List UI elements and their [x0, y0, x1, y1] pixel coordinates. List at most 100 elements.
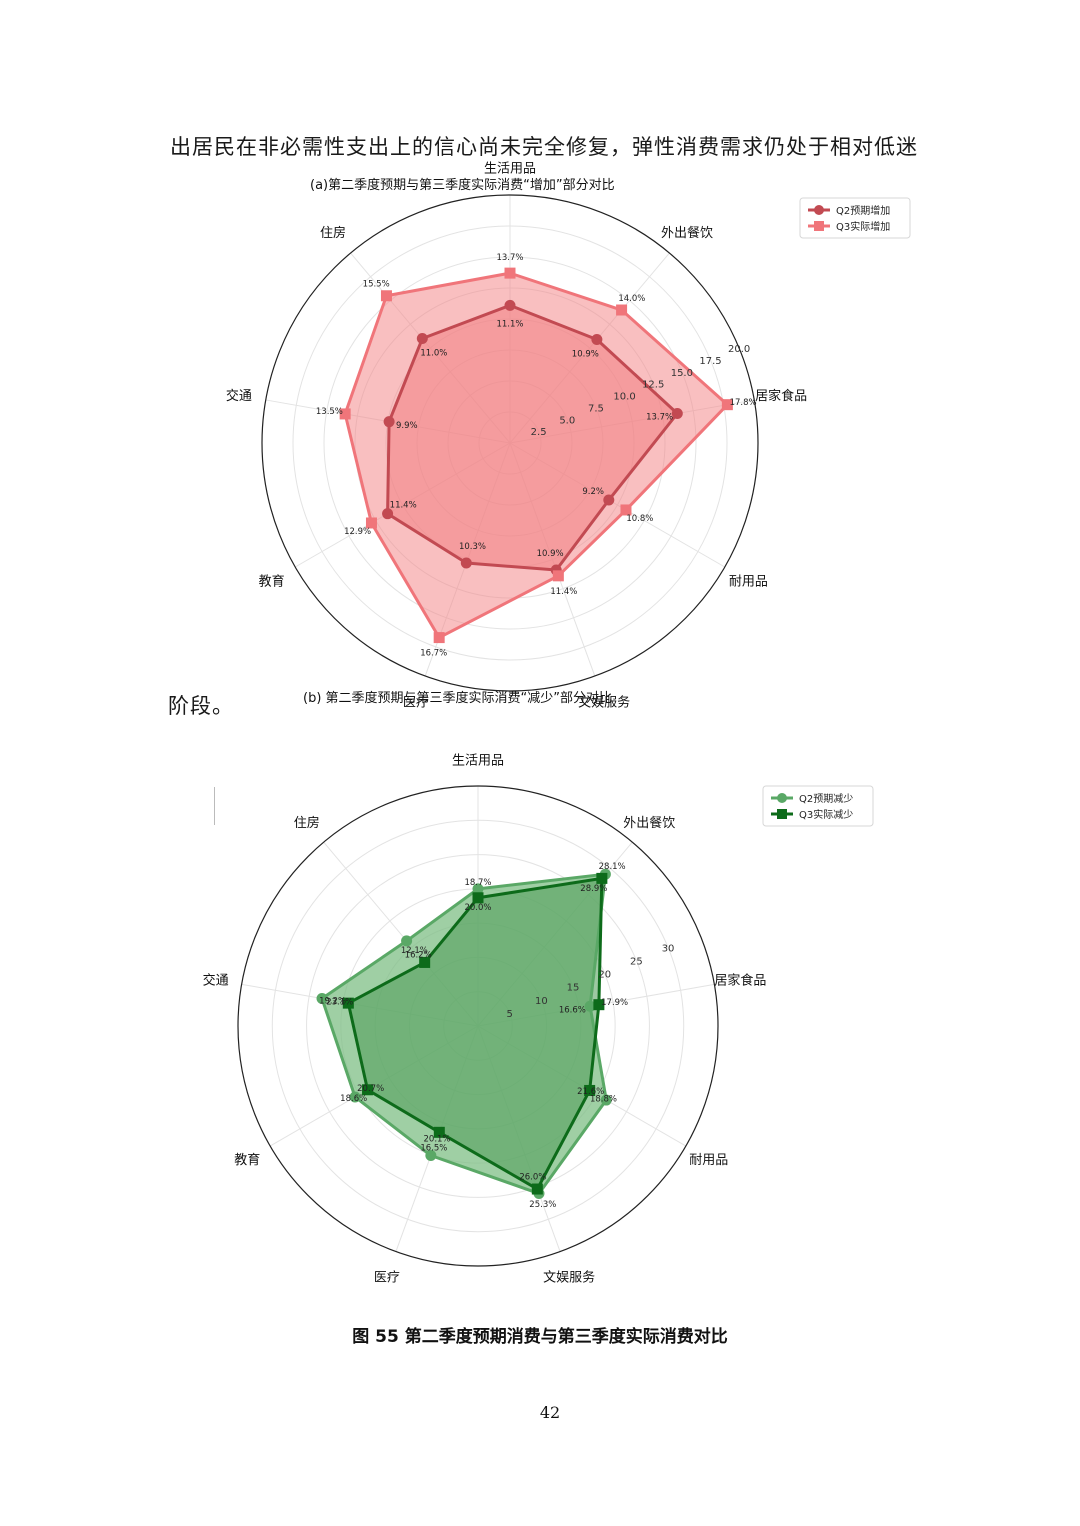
data-label: 25.3%: [529, 1200, 556, 1210]
data-label: 13.5%: [316, 407, 343, 417]
data-label: 15.5%: [363, 280, 390, 290]
point-marker: [603, 494, 615, 506]
point-marker: [365, 517, 377, 529]
radial-tick-label: 12.5: [642, 380, 664, 391]
series-fill-1: [345, 273, 728, 638]
point-marker: [433, 1126, 445, 1138]
point-marker: [339, 408, 351, 420]
radial-tick-label: 15: [567, 983, 580, 994]
legend-marker: [814, 205, 824, 215]
data-label: 12.9%: [344, 527, 371, 537]
point-marker: [380, 290, 392, 302]
radial-tick-label: 20: [598, 970, 611, 981]
data-label: 26.0%: [519, 1173, 546, 1183]
radial-tick-label: 17.5: [699, 356, 721, 367]
point-marker: [671, 408, 683, 420]
legend-box: [799, 197, 911, 239]
data-label: 11.0%: [420, 348, 447, 358]
radar-chart-decrease: 5 10 15 20 25 30 20.0% 28.9% 16.6% 21.6% 26.0% 20.1…: [203, 754, 874, 1285]
chart-b-title: (b) 第二季度预期与第三季度实际消费“减少”部分对比: [303, 691, 612, 706]
point-marker: [425, 1150, 437, 1162]
point-marker: [401, 935, 413, 947]
outer-ring: [237, 785, 719, 1267]
point-marker: [472, 883, 484, 895]
series-line-1: [346, 876, 604, 1191]
point-marker: [419, 956, 431, 968]
data-label: 18.6%: [340, 1094, 367, 1104]
data-label: 21.6%: [577, 1087, 604, 1097]
category-label: 生活用品: [452, 754, 504, 769]
point-marker: [504, 299, 516, 311]
data-label: 16.2%: [405, 951, 432, 961]
point-marker: [382, 508, 394, 520]
point-marker: [584, 1000, 596, 1012]
data-label: 10.9%: [537, 549, 564, 559]
data-label: 16.6%: [559, 1005, 586, 1015]
data-label: 11.4%: [390, 501, 417, 511]
data-label: 9.2%: [582, 487, 604, 497]
data-label: 10.8%: [626, 514, 653, 524]
category-label: 交通: [226, 388, 252, 404]
data-label: 11.1%: [496, 319, 523, 329]
point-marker: [504, 267, 516, 279]
data-label: 10.9%: [572, 349, 599, 359]
point-marker: [416, 333, 428, 345]
radial-tick-label: 25: [630, 956, 643, 967]
data-label: 18.8%: [590, 1094, 617, 1104]
radial-tick-label: 15.0: [671, 368, 693, 379]
series-line-0: [320, 872, 608, 1196]
point-marker: [552, 570, 564, 582]
series-fill-1: [348, 878, 602, 1190]
point-marker: [591, 333, 603, 345]
point-marker: [342, 997, 354, 1009]
category-label: 居家食品: [714, 973, 766, 989]
data-label: 23.1%: [326, 998, 353, 1008]
category-label: 耐用品: [689, 1153, 728, 1168]
data-label: 19.2%: [319, 996, 346, 1006]
legend-box: [762, 785, 874, 827]
data-label: 16.5%: [420, 1143, 447, 1153]
category-label: 文娱服务: [543, 1269, 595, 1285]
data-label: 13.7%: [646, 413, 673, 423]
radial-tick-label: 5: [506, 1009, 512, 1020]
legend-label: Q2预期增加: [836, 204, 890, 217]
paragraph-line: 出居民在非必需性支出上的信心尚未完全修复，弹性消费需求仍处于相对低迷: [170, 135, 918, 159]
legend-label: Q2预期减少: [799, 793, 853, 805]
category-label: 住房: [320, 225, 346, 241]
margin-mark: [214, 787, 215, 825]
legend-marker: [777, 809, 787, 819]
radar-chart-increase: 2.5 5.0 7.5 10.0 12.5 15.0 17.5 20.0 11.1% 10.9% 1…: [226, 162, 911, 711]
point-marker: [531, 1183, 543, 1195]
data-label: 14.0%: [618, 294, 645, 304]
point-marker: [433, 632, 445, 644]
point-marker: [316, 992, 328, 1004]
chart-a-title: (a)第二季度预期与第三季度实际消费“增加”部分对比: [310, 178, 615, 193]
data-label: 20.1%: [424, 1135, 451, 1145]
point-marker: [721, 399, 733, 411]
radial-tick-label: 10: [535, 996, 548, 1007]
category-label: 教育: [259, 574, 285, 590]
data-label: 17.8%: [730, 398, 757, 408]
legend: Q2预期减少 Q3实际减少: [762, 785, 874, 827]
radial-tick-label: 2.5: [531, 427, 547, 438]
category-label: 居家食品: [755, 388, 807, 404]
point-marker: [596, 872, 608, 884]
data-label: 10.3%: [459, 542, 486, 552]
legend-label: Q3实际增加: [836, 220, 890, 233]
series-line-1: [343, 271, 729, 640]
category-label: 生活用品: [484, 162, 536, 177]
radial-tick-label: 7.5: [588, 403, 604, 414]
category-label: 外出餐饮: [623, 815, 675, 831]
data-label: 18.7%: [464, 878, 491, 888]
figure-caption: 图 55 第二季度预期消费与第三季度实际消费对比: [352, 1327, 728, 1347]
legend-marker: [777, 793, 787, 803]
point-marker: [460, 557, 472, 569]
data-label: 28.1%: [599, 862, 626, 872]
legend: Q2预期增加 Q3实际增加: [799, 197, 911, 239]
point-marker: [472, 892, 484, 904]
point-marker: [362, 1084, 374, 1096]
data-label: 20.0%: [464, 903, 491, 913]
paragraph-end: 阶段。: [168, 694, 234, 718]
radial-tick-label: 20.0: [728, 344, 750, 355]
point-marker: [616, 304, 628, 316]
